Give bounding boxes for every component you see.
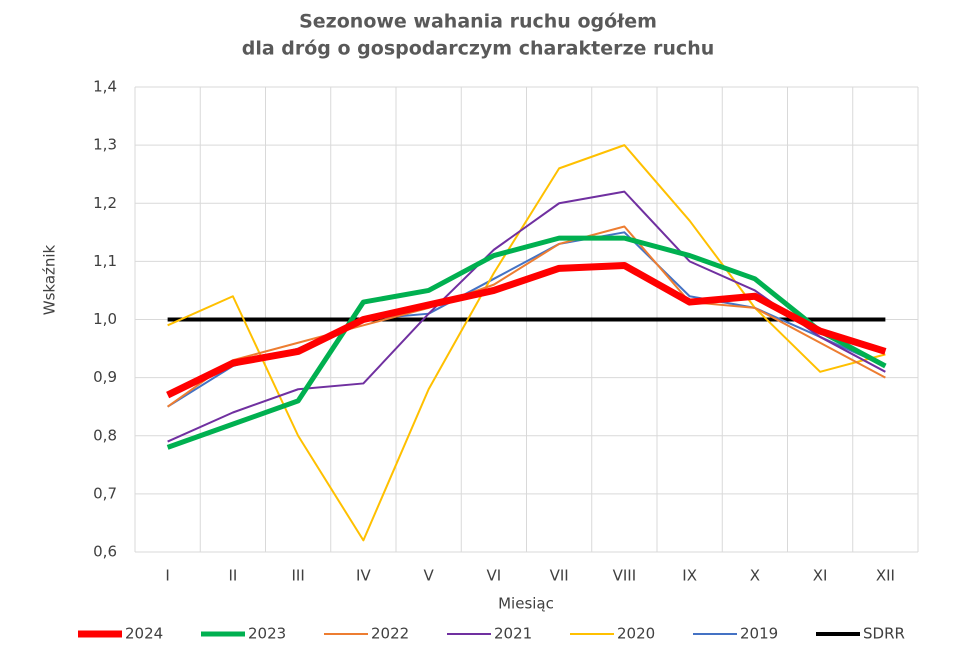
y-axis-label: Wskaźnik — [41, 244, 59, 315]
y-tick-label: 0,7 — [93, 484, 117, 502]
y-tick-label: 1,3 — [93, 136, 117, 154]
x-tick-label: XI — [813, 567, 828, 585]
x-tick-label: III — [291, 567, 304, 585]
x-axis-label: Miesiąc — [498, 595, 554, 613]
x-tick-label: XII — [876, 567, 895, 585]
y-tick-label: 0,8 — [93, 426, 117, 444]
series-line — [166, 261, 887, 399]
y-tick-label: 1,2 — [93, 194, 117, 212]
y-tick-label: 1,0 — [93, 310, 117, 328]
y-tick-label: 0,6 — [93, 543, 117, 561]
x-tick-label: I — [165, 567, 169, 585]
chart-title: Sezonowe wahania ruchu ogółem — [299, 11, 657, 33]
x-tick-label: IX — [682, 567, 697, 585]
legend-label: 2019 — [740, 625, 778, 643]
series-line — [167, 144, 886, 542]
y-tick-label: 0,9 — [93, 368, 117, 386]
x-tick-label: IV — [356, 567, 371, 585]
y-tick-label: 1,1 — [93, 252, 117, 270]
x-tick-label: X — [750, 567, 760, 585]
legend-label: 2021 — [494, 625, 532, 643]
x-tick-label: VII — [550, 567, 569, 585]
chart-title: dla dróg o gospodarczym charakterze ruch… — [242, 38, 715, 60]
legend-label: 2022 — [371, 625, 409, 643]
y-tick-label: 1,4 — [93, 78, 117, 96]
x-tick-label: II — [228, 567, 237, 585]
x-tick-label: V — [423, 567, 434, 585]
x-tick-label: VI — [487, 567, 502, 585]
series-line — [167, 225, 886, 408]
x-tick-label: VIII — [613, 567, 637, 585]
legend-label: 2020 — [617, 625, 655, 643]
legend-label: 2023 — [248, 625, 286, 643]
legend-label: 2024 — [125, 625, 163, 643]
series-line — [166, 235, 887, 450]
legend-label: SDRR — [863, 625, 905, 643]
